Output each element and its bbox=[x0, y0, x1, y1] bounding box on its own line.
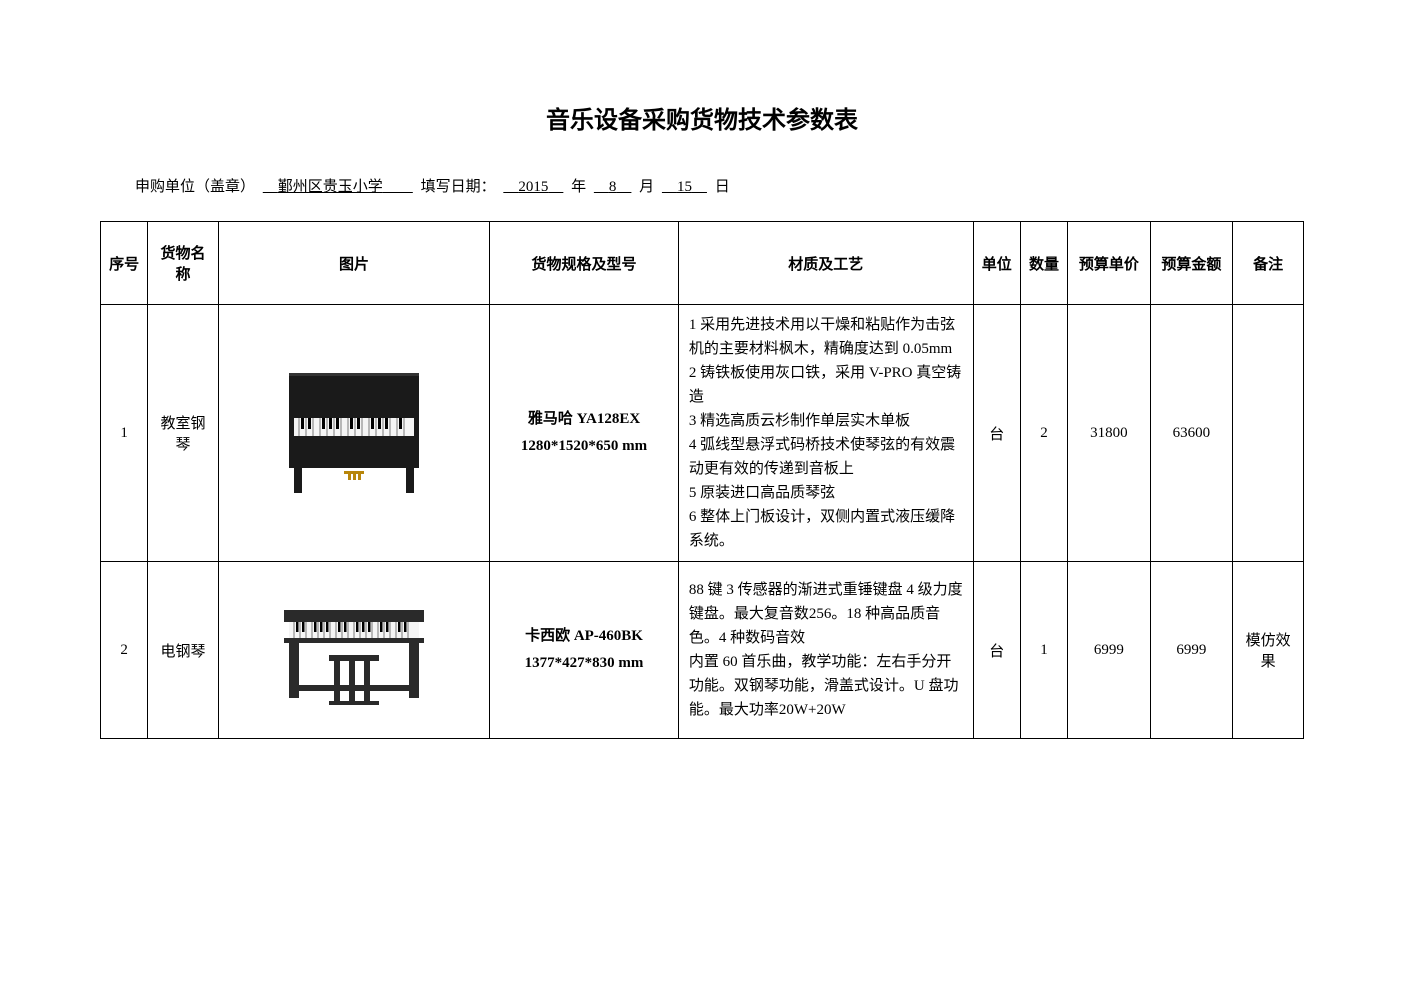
upright-piano-icon bbox=[264, 363, 444, 503]
electric-piano-image bbox=[254, 570, 454, 730]
cell-seq: 1 bbox=[101, 305, 148, 562]
table-row: 1 教室钢琴 bbox=[101, 305, 1304, 562]
cell-unit: 台 bbox=[973, 562, 1020, 739]
day-label: 日 bbox=[715, 179, 730, 195]
cell-amount: 63600 bbox=[1150, 305, 1233, 562]
col-image-header: 图片 bbox=[218, 222, 489, 305]
cell-price: 6999 bbox=[1068, 562, 1151, 739]
col-material-header: 材质及工艺 bbox=[678, 222, 973, 305]
procurement-table: 序号 货物名称 图片 货物规格及型号 材质及工艺 单位 数量 预算单价 预算金额… bbox=[100, 221, 1304, 739]
header-info: 申购单位（盖章） 鄞州区贵玉小学 填写日期： 2015 年 8 月 15 日 bbox=[135, 175, 1304, 196]
col-qty-header: 数量 bbox=[1020, 222, 1067, 305]
col-note-header: 备注 bbox=[1233, 222, 1304, 305]
unit-value: 鄞州区贵玉小学 bbox=[259, 179, 417, 195]
cell-amount: 6999 bbox=[1150, 562, 1233, 739]
col-price-header: 预算单价 bbox=[1068, 222, 1151, 305]
cell-material: 1 采用先进技术用以干燥和粘贴作为击弦机的主要材料枫木，精确度达到 0.05mm… bbox=[678, 305, 973, 562]
cell-seq: 2 bbox=[101, 562, 148, 739]
col-name-header: 货物名称 bbox=[148, 222, 219, 305]
month-label: 月 bbox=[639, 179, 654, 195]
cell-note: 模仿效果 bbox=[1233, 562, 1304, 739]
table-row: 2 电钢琴 bbox=[101, 562, 1304, 739]
cell-image bbox=[218, 305, 489, 562]
cell-price: 31800 bbox=[1068, 305, 1151, 562]
date-label: 填写日期： bbox=[421, 179, 496, 195]
cell-image bbox=[218, 562, 489, 739]
unit-label: 申购单位（盖章） bbox=[135, 179, 255, 195]
col-amount-header: 预算金额 bbox=[1150, 222, 1233, 305]
col-unit-header: 单位 bbox=[973, 222, 1020, 305]
col-seq-header: 序号 bbox=[101, 222, 148, 305]
cell-material: 88 键 3 传感器的渐进式重锤键盘 4 级力度键盘。最大复音数256。18 种… bbox=[678, 562, 973, 739]
cell-unit: 台 bbox=[973, 305, 1020, 562]
cell-qty: 2 bbox=[1020, 305, 1067, 562]
table-header-row: 序号 货物名称 图片 货物规格及型号 材质及工艺 单位 数量 预算单价 预算金额… bbox=[101, 222, 1304, 305]
document-title: 音乐设备采购货物技术参数表 bbox=[100, 100, 1304, 135]
date-month: 8 bbox=[590, 179, 636, 195]
cell-name: 教室钢琴 bbox=[148, 305, 219, 562]
electric-piano-icon bbox=[264, 585, 444, 715]
date-year: 2015 bbox=[499, 179, 567, 195]
cell-note bbox=[1233, 305, 1304, 562]
col-spec-header: 货物规格及型号 bbox=[490, 222, 679, 305]
cell-spec: 卡西欧 AP-460BK 1377*427*830 mm bbox=[490, 562, 679, 739]
cell-name: 电钢琴 bbox=[148, 562, 219, 739]
piano-image bbox=[254, 353, 454, 513]
cell-qty: 1 bbox=[1020, 562, 1067, 739]
cell-spec: 雅马哈 YA128EX 1280*1520*650 mm bbox=[490, 305, 679, 562]
year-label: 年 bbox=[571, 179, 586, 195]
date-day: 15 bbox=[658, 179, 711, 195]
